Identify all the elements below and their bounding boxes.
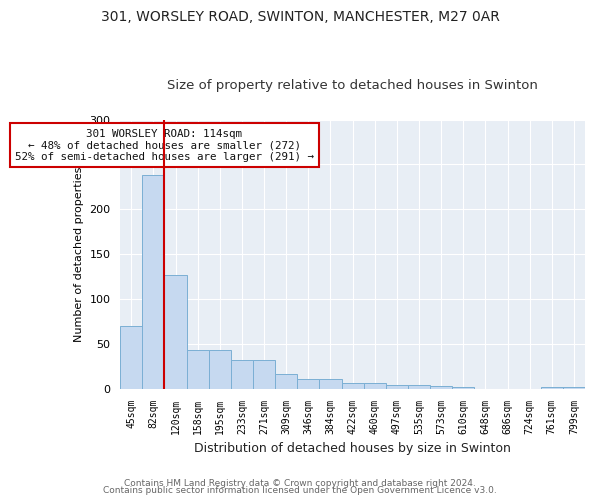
- Y-axis label: Number of detached properties: Number of detached properties: [74, 166, 84, 342]
- Text: Contains public sector information licensed under the Open Government Licence v3: Contains public sector information licen…: [103, 486, 497, 495]
- Text: 301 WORSLEY ROAD: 114sqm
← 48% of detached houses are smaller (272)
52% of semi-: 301 WORSLEY ROAD: 114sqm ← 48% of detach…: [15, 128, 314, 162]
- Bar: [297, 379, 319, 388]
- Bar: [142, 175, 164, 388]
- Bar: [187, 350, 209, 389]
- Bar: [452, 387, 475, 388]
- Bar: [408, 385, 430, 388]
- Bar: [319, 379, 341, 388]
- Bar: [563, 387, 585, 388]
- Bar: [209, 350, 231, 389]
- Bar: [386, 385, 408, 388]
- Bar: [341, 384, 364, 388]
- Bar: [231, 360, 253, 388]
- Bar: [430, 386, 452, 388]
- Bar: [120, 326, 142, 388]
- Bar: [275, 374, 297, 388]
- Bar: [364, 384, 386, 388]
- Bar: [541, 387, 563, 388]
- Title: Size of property relative to detached houses in Swinton: Size of property relative to detached ho…: [167, 79, 538, 92]
- Bar: [253, 360, 275, 388]
- X-axis label: Distribution of detached houses by size in Swinton: Distribution of detached houses by size …: [194, 442, 511, 455]
- Bar: [164, 275, 187, 388]
- Text: Contains HM Land Registry data © Crown copyright and database right 2024.: Contains HM Land Registry data © Crown c…: [124, 478, 476, 488]
- Text: 301, WORSLEY ROAD, SWINTON, MANCHESTER, M27 0AR: 301, WORSLEY ROAD, SWINTON, MANCHESTER, …: [101, 10, 499, 24]
